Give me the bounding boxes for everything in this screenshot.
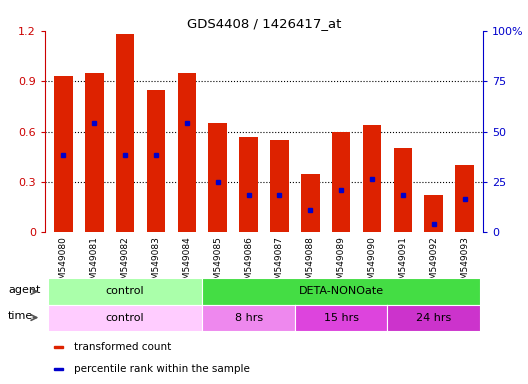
Bar — [147, 89, 165, 232]
Text: percentile rank within the sample: percentile rank within the sample — [74, 364, 250, 374]
Bar — [54, 76, 73, 232]
Text: control: control — [106, 313, 145, 323]
Text: GSM549091: GSM549091 — [399, 236, 408, 291]
Text: GSM549080: GSM549080 — [59, 236, 68, 291]
Bar — [85, 73, 103, 232]
Bar — [54, 368, 63, 370]
Text: GSM549085: GSM549085 — [213, 236, 222, 291]
Text: GSM549087: GSM549087 — [275, 236, 284, 291]
Text: 24 hrs: 24 hrs — [416, 313, 451, 323]
Text: GSM549081: GSM549081 — [90, 236, 99, 291]
Text: GSM549086: GSM549086 — [244, 236, 253, 291]
Bar — [393, 148, 412, 232]
Text: GSM549092: GSM549092 — [429, 236, 438, 291]
Text: GSM549082: GSM549082 — [120, 236, 129, 291]
Bar — [239, 137, 258, 232]
Bar — [332, 131, 351, 232]
Text: DETA-NONOate: DETA-NONOate — [299, 286, 384, 296]
Text: transformed count: transformed count — [74, 342, 172, 352]
Text: agent: agent — [8, 285, 41, 295]
Bar — [54, 346, 63, 348]
Bar — [455, 165, 474, 232]
Bar — [177, 73, 196, 232]
Bar — [209, 123, 227, 232]
Text: GSM549083: GSM549083 — [152, 236, 161, 291]
Bar — [425, 195, 443, 232]
Text: 15 hrs: 15 hrs — [324, 313, 359, 323]
Text: GSM549090: GSM549090 — [367, 236, 376, 291]
Bar — [116, 34, 135, 232]
Text: time: time — [8, 311, 33, 321]
Text: control: control — [106, 286, 145, 296]
Text: GSM549089: GSM549089 — [337, 236, 346, 291]
Text: 8 hrs: 8 hrs — [234, 313, 262, 323]
Text: GDS4408 / 1426417_at: GDS4408 / 1426417_at — [187, 17, 341, 30]
Bar — [270, 140, 289, 232]
Text: GSM549088: GSM549088 — [306, 236, 315, 291]
Text: GSM549093: GSM549093 — [460, 236, 469, 291]
Text: GSM549084: GSM549084 — [182, 236, 191, 291]
Bar — [301, 174, 319, 232]
Bar — [363, 125, 381, 232]
